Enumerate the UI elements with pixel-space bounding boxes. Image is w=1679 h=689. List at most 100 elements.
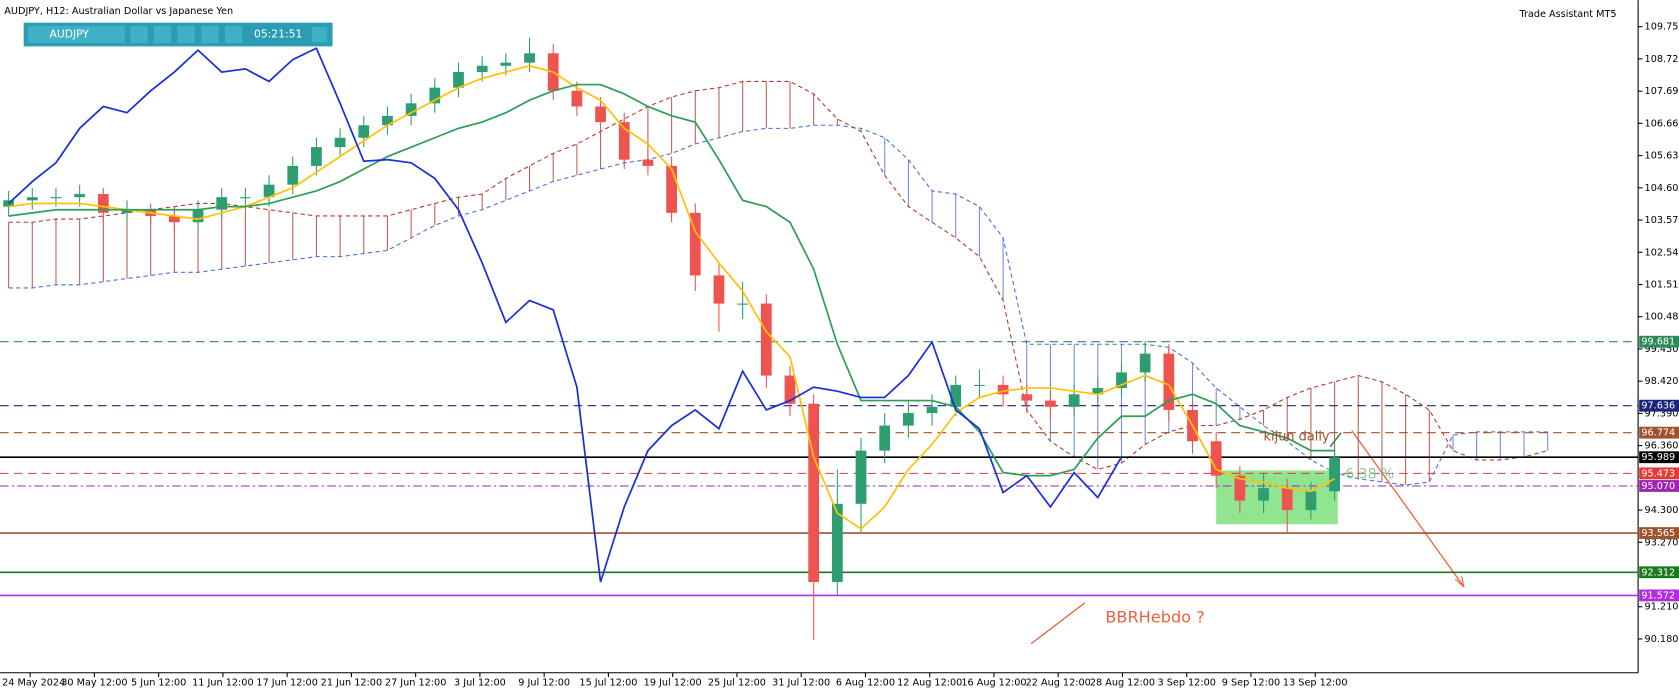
y-tick-label: 107.690	[1645, 86, 1679, 97]
candle-body	[168, 215, 180, 223]
y-tick-label: 106.660	[1645, 118, 1679, 129]
candle-body	[1305, 491, 1317, 511]
span-b	[8, 80, 1548, 470]
y-tick-label: 109.750	[1645, 22, 1679, 33]
level-label: 96.774	[1641, 428, 1675, 439]
candle-body	[950, 384, 962, 407]
candle-body	[997, 384, 1009, 395]
symbol[interactable]: AUDJPY	[50, 28, 90, 41]
candle-body	[1068, 394, 1080, 407]
candle-body	[263, 184, 275, 198]
candle-body	[1234, 475, 1246, 501]
candle-body	[642, 159, 654, 166]
x-tick-label: 9 Sep 12:00	[1222, 677, 1280, 688]
assistant-label: Trade Assistant MT5	[1518, 9, 1616, 20]
level-tag	[1639, 399, 1679, 412]
candle-body	[903, 413, 914, 426]
span-a	[8, 124, 1548, 486]
x-tick-label: 22 Aug 12:00	[1026, 677, 1091, 688]
level-label: 91.572	[1641, 590, 1675, 601]
candle-body	[1116, 372, 1127, 389]
candle-body	[926, 406, 938, 414]
x-tick-label: 15 Jul 12:00	[579, 677, 637, 688]
y-tick-label: 97.390	[1645, 408, 1679, 419]
candle-body	[1281, 488, 1293, 511]
level-label: 93.565	[1641, 528, 1675, 539]
x-tick-label: 21 Jun 12:00	[321, 677, 382, 688]
x-tick-label: 9 Jul 12:00	[518, 677, 570, 688]
candle-body	[760, 303, 772, 376]
y-tick-label: 91.210	[1645, 602, 1679, 613]
candle-body	[500, 62, 512, 66]
symbol-box[interactable]	[27, 25, 125, 44]
x-tick-label: 27 Jun 12:00	[385, 677, 446, 688]
bbr-note: BBRHebdo ?	[1105, 607, 1204, 626]
level-label: 92.312	[1641, 567, 1675, 578]
candle-body	[1045, 400, 1056, 407]
chart-title: AUDJPY, H12: Australian Dollar vs Japane…	[4, 6, 233, 17]
candle-body	[618, 122, 630, 160]
x-tick-label: 30 May 12:00	[61, 677, 127, 688]
candle-body	[311, 147, 322, 166]
candle-body	[689, 212, 701, 276]
candle-body	[26, 197, 38, 201]
candle-body	[453, 72, 464, 88]
y-tick-label: 104.600	[1645, 183, 1679, 194]
candle-body	[737, 303, 749, 305]
percent-note: 6.38 %	[1345, 467, 1394, 483]
candle-body	[595, 106, 606, 123]
y-tick-label: 102.540	[1645, 247, 1679, 258]
x-tick-label: 3 Jul 12:00	[454, 677, 506, 688]
x-tick-label: 16 Aug 12:00	[961, 677, 1026, 688]
x-tick-label: 17 Jun 12:00	[256, 677, 317, 688]
candle-body	[240, 197, 251, 199]
candle-body	[74, 194, 86, 198]
x-tick-label: 6 Aug 12:00	[836, 677, 895, 688]
candle-body	[1329, 457, 1340, 492]
target-box	[1216, 470, 1338, 525]
toolbar: AUDJPY 05:21:51	[23, 22, 333, 47]
candle-body	[334, 137, 346, 148]
view-button[interactable]	[153, 25, 172, 44]
candle-body	[121, 209, 133, 213]
indicator-line	[8, 83, 1335, 477]
calendar-button[interactable]	[177, 25, 195, 44]
up-arrow	[1030, 602, 1086, 645]
y-tick-label: 105.630	[1645, 151, 1679, 162]
clock: 05:21:51	[254, 28, 302, 41]
candle-body	[216, 197, 228, 210]
level-label: 95.070	[1641, 481, 1675, 492]
level-label: 95.473	[1641, 468, 1675, 479]
x-tick-label: 3 Sep 12:00	[1158, 677, 1216, 688]
level-tag	[1639, 589, 1679, 602]
candle-body	[974, 384, 985, 386]
screenshot-button[interactable]	[130, 25, 148, 44]
x-tick-label: 11 Jun 12:00	[192, 677, 253, 688]
level-label: 95.989	[1641, 452, 1675, 463]
y-tick-label: 94.300	[1645, 505, 1679, 516]
level-tag	[1639, 335, 1679, 348]
y-tick-label: 98.420	[1645, 376, 1679, 387]
candle-body	[571, 90, 583, 107]
candle-body	[879, 425, 891, 451]
x-tick-label: 13 Sep 12:00	[1283, 677, 1348, 688]
candle-body	[476, 65, 488, 73]
indicator-line	[8, 64, 1335, 530]
candle-body	[666, 165, 677, 213]
alert-button[interactable]	[201, 25, 219, 44]
level-label: 97.636	[1641, 401, 1675, 412]
x-tick-label: 12 Aug 12:00	[897, 677, 962, 688]
candle-body	[1258, 488, 1269, 501]
candle-body	[358, 125, 370, 138]
candle-body	[1210, 441, 1222, 476]
y-tick-label: 90.180	[1645, 634, 1679, 645]
candle-body	[429, 87, 441, 104]
level-tag	[1639, 480, 1679, 492]
level-tag	[1639, 566, 1679, 579]
x-tick-label: 5 Jun 12:00	[131, 677, 186, 688]
menu-button[interactable]	[224, 25, 243, 44]
close-button[interactable]	[312, 26, 328, 43]
indicator-line	[8, 47, 1123, 583]
candle-body	[855, 450, 867, 504]
